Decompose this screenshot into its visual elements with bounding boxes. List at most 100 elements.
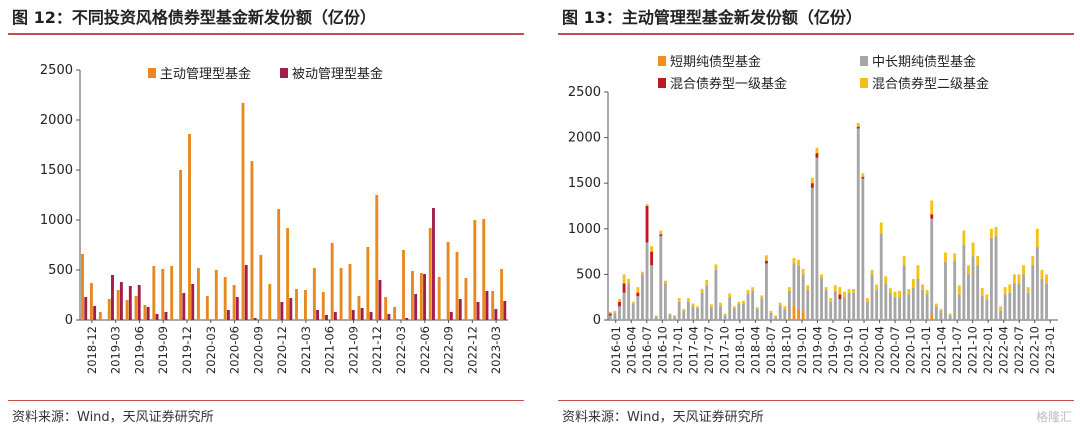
bar-3-94 [1040, 269, 1044, 279]
bar-1-34 [387, 314, 391, 320]
bar-1-46 [820, 278, 823, 320]
bar-3-1 [613, 310, 617, 313]
x-tick-label: 2019-12 [180, 326, 194, 374]
bar-3-71 [934, 303, 938, 307]
legend-swatch-1 [280, 68, 288, 78]
bar-3-0 [608, 311, 612, 314]
bar-3-9 [650, 246, 654, 252]
bar-1-88 [1012, 283, 1016, 320]
bar-2-55 [861, 176, 865, 179]
bar-1-31 [751, 290, 755, 320]
bar-3-11 [659, 230, 663, 235]
bar-1-17 [686, 301, 690, 320]
bar-1-75 [953, 260, 957, 320]
bar-3-41 [797, 259, 800, 266]
bar-1-52 [847, 292, 851, 320]
bar-1-46 [494, 309, 498, 320]
bar-1-45 [815, 157, 819, 320]
bar-1-68 [921, 289, 924, 320]
bar-3-83 [989, 228, 993, 238]
x-tick-label: 2019-09 [156, 326, 170, 374]
watermark-logo: 格隆汇 [1035, 410, 1072, 424]
bar-0-8 [152, 266, 156, 320]
x-tick-label: 2022-09 [442, 326, 456, 374]
bar-3-77 [962, 230, 966, 245]
bar-1-36 [774, 317, 778, 320]
bar-3-74 [948, 313, 952, 316]
bar-3-47 [824, 287, 828, 290]
bar-3-13 [668, 313, 672, 315]
x-tick-label: 2016-10 [655, 326, 669, 374]
bar-3-89 [1017, 274, 1021, 284]
bar-1-45 [485, 291, 489, 320]
y-tick-label: 1000 [40, 213, 73, 228]
bar-3-93 [1035, 228, 1039, 248]
x-tick-label: 2022-04 [997, 326, 1011, 374]
bar-3-55 [861, 173, 865, 177]
bar-1-12 [663, 283, 667, 320]
bar-1-43 [806, 289, 810, 320]
bar-1-47 [503, 301, 507, 320]
x-tick-label: 2020-10 [904, 326, 918, 374]
legend-swatch-3 [860, 78, 868, 88]
bar-1-9 [164, 312, 168, 320]
bar-0-21 [268, 284, 272, 320]
bar-3-43 [806, 285, 810, 290]
bar-1-54 [856, 128, 860, 320]
bar-3-67 [916, 265, 920, 279]
bar-1-21 [705, 285, 709, 320]
bar-1-79 [971, 256, 975, 320]
x-tick-label: 2022-12 [465, 326, 479, 374]
bar-3-58 [875, 284, 879, 290]
bar-1-66 [911, 288, 915, 320]
y-tick-label: 500 [48, 263, 73, 278]
bar-1-51 [843, 297, 846, 320]
bar-0-6 [134, 296, 138, 320]
x-tick-label: 2016-01 [609, 326, 623, 374]
chart-title: 图 13：主动管理型基金新发份额（亿份） [562, 8, 862, 27]
bar-3-25 [723, 313, 727, 316]
bar-1-11 [659, 236, 663, 320]
x-tick-label: 2017-01 [671, 326, 685, 374]
bar-2-45 [815, 153, 819, 158]
bar-0-14 [205, 296, 209, 320]
bar-1-9 [650, 265, 654, 320]
bar-1-47 [824, 289, 828, 320]
bar-1-14 [673, 316, 677, 320]
bar-3-64 [902, 256, 906, 266]
bar-3-69 [925, 289, 929, 295]
bar-0-37 [410, 271, 414, 320]
legend-swatch-0 [658, 56, 666, 66]
bar-3-27 [732, 306, 736, 309]
bar-0-42 [801, 310, 805, 320]
x-tick-label: 2022-01 [981, 326, 995, 374]
x-tick-label: 2019-01 [795, 326, 809, 374]
bar-3-17 [686, 298, 690, 302]
bar-3-29 [742, 300, 745, 304]
bar-0-41 [446, 242, 450, 320]
x-tick-label: 2021-07 [950, 326, 964, 374]
bar-1-87 [1008, 292, 1012, 320]
bar-0-13 [196, 268, 200, 320]
bar-2-34 [764, 260, 768, 264]
bar-1-2 [618, 306, 621, 320]
bar-3-50 [838, 287, 842, 295]
x-tick-label: 2019-04 [810, 326, 824, 374]
bar-1-4 [119, 282, 123, 320]
legend-label-3: 混合债券型二级基金 [872, 76, 989, 92]
bar-3-82 [985, 294, 989, 300]
bar-1-67 [916, 278, 920, 320]
bar-2-54 [856, 126, 860, 129]
bar-3-40 [792, 257, 796, 264]
bar-1-61 [888, 292, 892, 320]
bar-1-7 [641, 274, 644, 320]
bar-1-6 [636, 296, 640, 320]
title-divider [8, 33, 524, 35]
footer-divider [8, 400, 524, 401]
x-tick-label: 2020-03 [204, 326, 218, 374]
bar-3-87 [1008, 284, 1012, 293]
bar-3-57 [870, 269, 874, 275]
x-tick-label: 2020-09 [251, 326, 265, 374]
bar-1-57 [870, 274, 874, 320]
bar-0-26 [312, 268, 316, 320]
